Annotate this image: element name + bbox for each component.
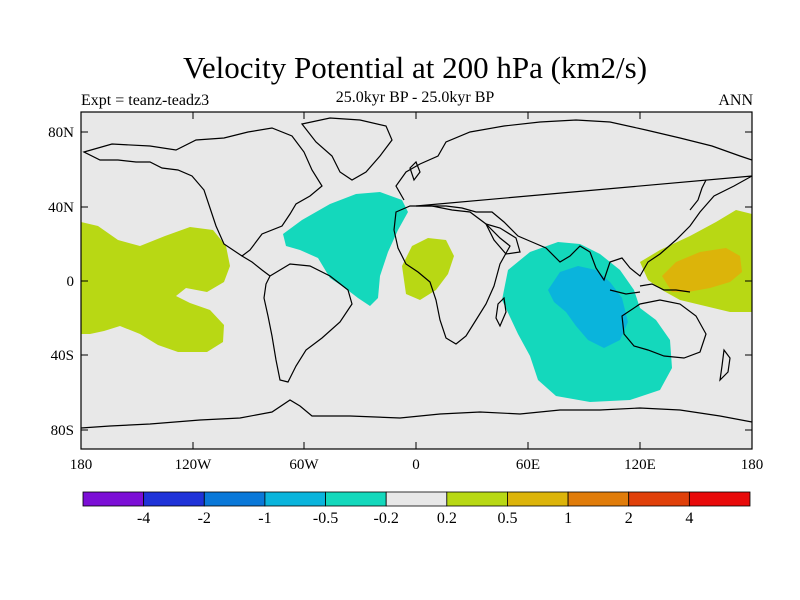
- colorbar-box-6: [446, 491, 508, 507]
- coastline-arabia: [484, 223, 521, 255]
- colorbar-box-5: [385, 491, 448, 507]
- colorbar-box-3: [264, 491, 326, 507]
- lat-label-80n: 80N: [48, 125, 74, 141]
- colorbar-label-8: 2: [625, 510, 633, 527]
- coastline-africa: [393, 205, 511, 345]
- longitude-axis: [192, 112, 641, 449]
- lat-label-80s: 80S: [51, 423, 74, 439]
- longitude-labels: 180 120W 60W 0 60E 120E 180: [70, 457, 764, 473]
- experiment-label: Expt = teanz-teadz3: [81, 92, 210, 109]
- colorbar-label-1: -2: [198, 510, 211, 527]
- coastline-australia: [621, 299, 707, 359]
- colorbar-box-1: [143, 491, 205, 507]
- coastline-new-zealand: [719, 348, 731, 382]
- colorbar: -4 -2 -1 -0.5 -0.2 0.2 0.5 1 2 4: [82, 491, 751, 527]
- coastlines: [81, 117, 752, 429]
- colorbar-box-2: [203, 491, 266, 507]
- colorbar-label-3: -0.5: [313, 510, 338, 527]
- colorbar-label-4: -0.2: [374, 510, 399, 527]
- lon-label-180-left: 180: [70, 457, 93, 473]
- colorbar-box-9: [628, 491, 690, 507]
- region-atlantic-negative: [283, 192, 408, 306]
- colorbar-label-9: 4: [685, 510, 693, 527]
- plot-subtitle: 25.0kyr BP - 25.0kyr BP: [335, 89, 495, 106]
- region-indian-ocean-negative-core: [548, 266, 628, 348]
- colorbar-box-0: [82, 491, 145, 507]
- coastline-eurasia: [395, 119, 752, 282]
- coastline-antarctica: [81, 399, 752, 429]
- coastline-indonesia: [609, 283, 691, 295]
- coastline-greenland: [300, 117, 393, 181]
- lon-label-60w: 60W: [289, 457, 319, 473]
- lon-label-120w: 120W: [175, 457, 213, 473]
- colorbar-label-2: -1: [258, 510, 271, 527]
- lat-label-40s: 40S: [51, 348, 74, 364]
- colorbar-label-5: 0.2: [437, 510, 457, 527]
- coastline-madagascar: [495, 296, 507, 328]
- colorbar-box-4: [325, 491, 387, 507]
- colorbar-box-7: [507, 491, 569, 507]
- coastline-japan: [689, 179, 707, 211]
- lat-label-0: 0: [67, 274, 75, 290]
- lon-label-0: 0: [412, 457, 420, 473]
- region-east-pacific-positive: [81, 222, 230, 352]
- coastline-south-america: [263, 263, 353, 383]
- colorbar-label-6: 0.5: [497, 510, 517, 527]
- lon-label-180-right: 180: [741, 457, 764, 473]
- plot-title: Velocity Potential at 200 hPa (km2/s): [182, 50, 648, 85]
- latitude-labels: 80N 40N 0 40S 80S: [48, 125, 74, 439]
- colorbar-box-10: [688, 491, 751, 507]
- region-africa-positive: [402, 238, 454, 300]
- colorbar-label-7: 1: [564, 510, 572, 527]
- map-panel: [81, 112, 752, 449]
- region-west-pacific-positive-core: [662, 248, 742, 292]
- coastline-north-america: [82, 127, 323, 257]
- coastline-uk: [409, 160, 421, 182]
- colorbar-box-8: [567, 491, 630, 507]
- lon-label-120e: 120E: [624, 457, 656, 473]
- lon-label-60e: 60E: [516, 457, 540, 473]
- coastline-central-america: [241, 255, 271, 277]
- season-label: ANN: [718, 92, 753, 109]
- latitude-axis: [81, 131, 752, 431]
- colorbar-label-0: -4: [137, 510, 150, 527]
- lat-label-40n: 40N: [48, 200, 74, 216]
